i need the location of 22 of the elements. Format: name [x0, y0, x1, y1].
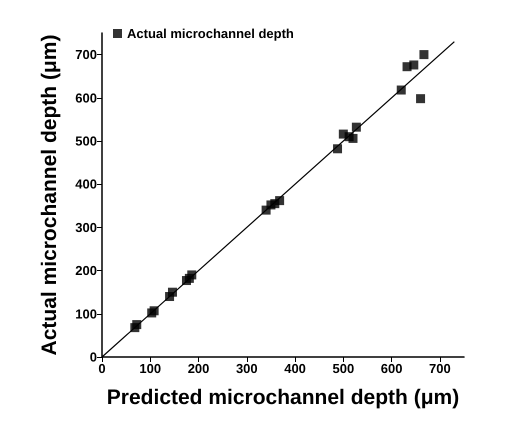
x-tick-label: 100	[139, 361, 162, 376]
x-tick-label: 500	[332, 361, 354, 376]
y-tick-label: 400	[75, 176, 97, 192]
x-tick-label: 300	[236, 361, 258, 376]
y-tick-label: 0	[90, 350, 97, 364]
y-tick-label: 700	[75, 47, 97, 62]
y-axis-title: Actual microchannel depth (μm)	[38, 34, 61, 356]
x-axis-title: Predicted microchannel depth (μm)	[106, 386, 460, 409]
y-tick-label: 300	[75, 220, 97, 235]
y-tick-label: 500	[75, 134, 97, 148]
legend-label: Actual microchannel depth	[127, 26, 294, 41]
point	[419, 50, 428, 60]
y-tick-label: 600	[75, 90, 97, 106]
x-tick-label: 400	[284, 361, 306, 376]
x-tick-label: 600	[380, 361, 402, 376]
point	[416, 94, 426, 104]
y-tick-label: 100	[75, 306, 97, 322]
x-tick-label: 200	[188, 361, 210, 376]
point	[348, 134, 358, 143]
y-tick-label: 200	[75, 263, 97, 278]
x-tick-label: 700	[429, 361, 451, 376]
point	[409, 60, 418, 70]
